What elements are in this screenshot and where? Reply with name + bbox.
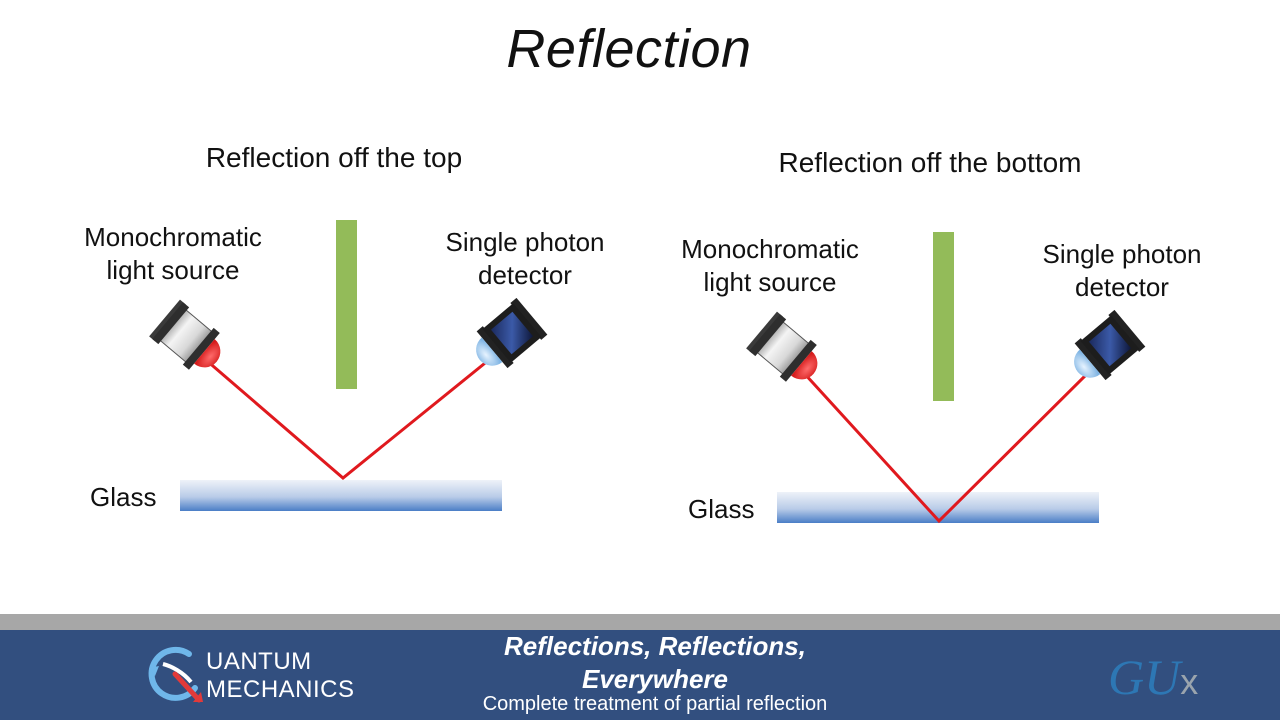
gux-logo-main: GU xyxy=(1108,649,1181,705)
source-label: Monochromatic light source xyxy=(659,233,881,299)
glass-label: Glass xyxy=(688,494,755,524)
episode-subtitle: Complete treatment of partial reflection xyxy=(482,693,828,715)
reflection-diagram xyxy=(149,220,1146,524)
panel-bottom xyxy=(746,232,1146,524)
light-beam xyxy=(205,353,496,480)
source-label-line-2: light source xyxy=(106,255,240,285)
source-label-line-1: Monochromatic xyxy=(84,222,262,252)
source-label-line-2: light source xyxy=(703,267,837,297)
panel-top xyxy=(149,220,548,511)
course-line-2: MECHANICS xyxy=(206,676,355,703)
glass-slab xyxy=(180,480,502,511)
detector-label-line-1: Single photon xyxy=(445,227,605,257)
footer-divider xyxy=(0,614,1280,630)
detector-label-line-2: detector xyxy=(478,260,572,290)
gux-logo-suffix: x xyxy=(1180,661,1199,702)
detector-icon xyxy=(1074,309,1146,381)
light-source-icon xyxy=(746,311,818,382)
slide-title: Reflection xyxy=(506,19,752,79)
light-beam xyxy=(801,366,1095,524)
q-logo-icon xyxy=(148,646,203,703)
detector-label-line-1: Single photon xyxy=(1042,239,1202,269)
detector-label: Single photon detector xyxy=(1017,238,1227,304)
detector-label: Single photon detector xyxy=(420,226,630,292)
course-line-1: UANTUM xyxy=(206,648,312,675)
source-label-line-1: Monochromatic xyxy=(681,234,859,264)
course-brand: UANTUM MECHANICS xyxy=(206,648,355,704)
light-source-icon xyxy=(149,299,221,370)
episode-title: Reflections, Reflections, Everywhere xyxy=(430,630,880,696)
gux-logo: GUx xyxy=(1108,648,1198,706)
slide: Reflection xyxy=(62,19,1227,524)
detector-label-line-2: detector xyxy=(1075,272,1169,302)
episode-title-line-2: Everywhere xyxy=(582,664,728,694)
detector-icon xyxy=(476,297,548,369)
glass-label: Glass xyxy=(90,482,157,512)
panel-bottom-title: Reflection off the bottom xyxy=(778,147,1082,178)
footer-bar: UANTUM MECHANICS Reflections, Reflection… xyxy=(0,630,1280,720)
green-screen xyxy=(933,232,954,401)
episode-title-line-1: Reflections, Reflections, xyxy=(504,631,806,661)
panel-top-title: Reflection off the top xyxy=(205,142,463,173)
source-label: Monochromatic light source xyxy=(62,221,284,287)
green-screen xyxy=(336,220,357,389)
